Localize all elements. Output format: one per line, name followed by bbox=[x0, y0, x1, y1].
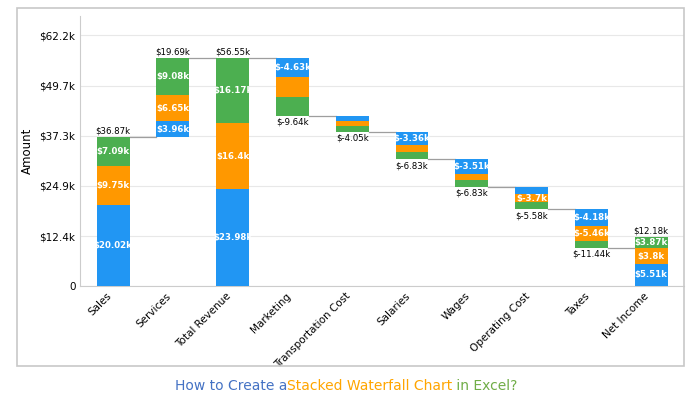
Bar bbox=[455, 174, 489, 180]
Text: $-6.83k: $-6.83k bbox=[456, 188, 488, 198]
Bar bbox=[156, 95, 189, 122]
Bar bbox=[575, 241, 608, 248]
Bar bbox=[216, 189, 249, 286]
Bar bbox=[634, 237, 667, 248]
Bar bbox=[396, 146, 429, 152]
Text: $-3.36k: $-3.36k bbox=[394, 134, 431, 143]
Bar bbox=[575, 210, 608, 226]
Text: $-9.64k: $-9.64k bbox=[276, 117, 309, 126]
Text: $20.02k: $20.02k bbox=[94, 241, 133, 250]
Bar bbox=[575, 226, 608, 241]
Text: $-3.51k: $-3.51k bbox=[454, 162, 490, 171]
Text: $-6.83k: $-6.83k bbox=[396, 161, 429, 170]
Text: in Excel?: in Excel? bbox=[452, 379, 518, 393]
Bar bbox=[97, 166, 130, 205]
Text: $3.96k: $3.96k bbox=[156, 125, 190, 134]
Text: Stacked Waterfall Chart: Stacked Waterfall Chart bbox=[288, 379, 452, 393]
Bar bbox=[276, 77, 309, 97]
Bar bbox=[515, 202, 548, 210]
Bar bbox=[97, 205, 130, 286]
Bar bbox=[276, 97, 309, 116]
Text: $9.75k: $9.75k bbox=[96, 181, 130, 190]
Text: $5.51k: $5.51k bbox=[634, 270, 668, 279]
Bar bbox=[455, 180, 489, 187]
Text: $-4.63k: $-4.63k bbox=[274, 63, 311, 72]
Bar bbox=[216, 123, 249, 189]
Text: $56.55k: $56.55k bbox=[215, 48, 251, 56]
Text: $3.8k: $3.8k bbox=[637, 252, 664, 261]
Text: $-3.7k: $-3.7k bbox=[516, 194, 547, 203]
Bar bbox=[156, 122, 189, 138]
Bar bbox=[396, 152, 429, 160]
Text: $-4.05k: $-4.05k bbox=[336, 134, 369, 142]
Bar bbox=[336, 116, 369, 121]
Bar bbox=[634, 248, 667, 264]
Text: $16.4k: $16.4k bbox=[216, 152, 249, 161]
Y-axis label: Amount: Amount bbox=[21, 128, 34, 174]
Text: $-11.44k: $-11.44k bbox=[572, 250, 611, 259]
Bar bbox=[156, 58, 189, 95]
Text: $3.87k: $3.87k bbox=[634, 238, 668, 247]
Bar bbox=[634, 264, 667, 286]
Bar bbox=[515, 194, 548, 202]
Text: $23.98k: $23.98k bbox=[213, 233, 253, 242]
Text: $-5.46k: $-5.46k bbox=[573, 229, 610, 238]
Bar bbox=[455, 160, 489, 174]
Bar bbox=[336, 121, 369, 126]
Bar bbox=[97, 138, 130, 166]
Bar bbox=[216, 58, 249, 123]
Text: How to Create a: How to Create a bbox=[175, 379, 292, 393]
Text: $7.09k: $7.09k bbox=[96, 147, 130, 156]
Text: $36.87k: $36.87k bbox=[96, 127, 131, 136]
Bar bbox=[515, 187, 548, 194]
Bar bbox=[336, 126, 369, 132]
Text: $-4.18k: $-4.18k bbox=[573, 213, 610, 222]
Text: $6.65k: $6.65k bbox=[156, 104, 189, 112]
Bar bbox=[276, 58, 309, 77]
Text: $-5.58k: $-5.58k bbox=[515, 211, 548, 220]
Bar bbox=[396, 132, 429, 146]
Text: $9.08k: $9.08k bbox=[156, 72, 189, 81]
Text: $16.17k: $16.17k bbox=[213, 86, 253, 95]
Text: $12.18k: $12.18k bbox=[634, 226, 669, 235]
Text: $19.69k: $19.69k bbox=[156, 48, 191, 56]
